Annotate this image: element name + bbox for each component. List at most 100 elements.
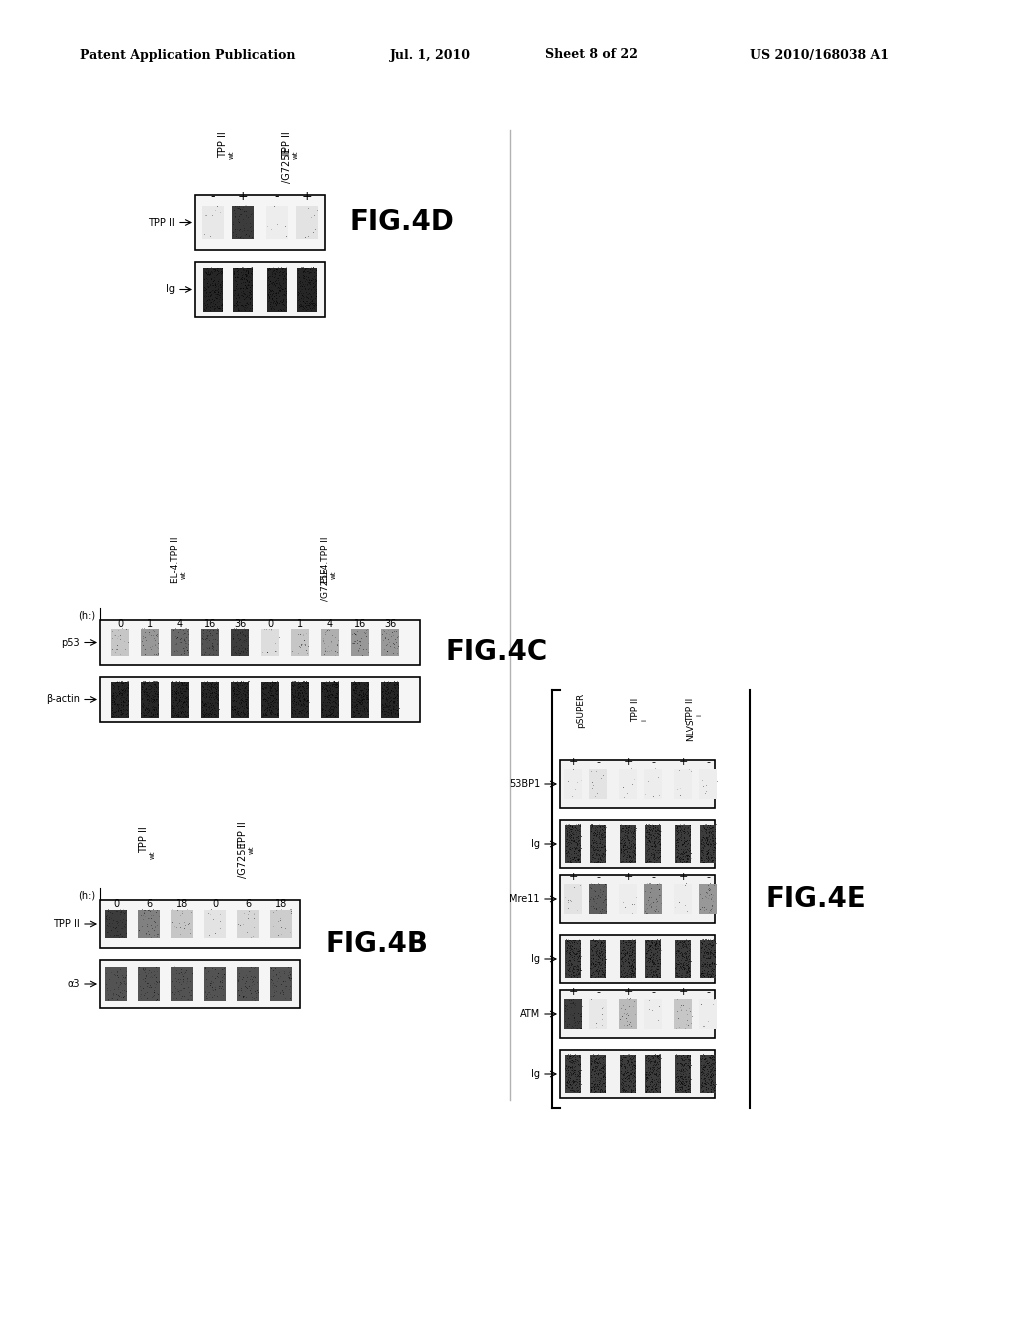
- Bar: [381, 681, 399, 718]
- Text: 6: 6: [245, 899, 251, 909]
- Bar: [100, 960, 300, 1008]
- Text: +: +: [568, 873, 578, 882]
- Text: Ig: Ig: [531, 1069, 540, 1078]
- Text: 1: 1: [297, 619, 303, 630]
- Text: EL-4.TPP II: EL-4.TPP II: [171, 537, 180, 583]
- Bar: [674, 999, 692, 1030]
- Text: -: -: [596, 987, 600, 997]
- Text: +: +: [238, 190, 248, 203]
- Text: Patent Application Publication: Patent Application Publication: [80, 49, 296, 62]
- Text: 18: 18: [176, 899, 188, 909]
- Text: +: +: [302, 190, 312, 203]
- Text: (h:): (h:): [78, 610, 95, 620]
- Bar: [291, 630, 309, 656]
- Bar: [589, 768, 607, 800]
- Text: Ig: Ig: [166, 285, 175, 294]
- Text: +: +: [624, 873, 633, 882]
- Bar: [201, 630, 219, 656]
- Bar: [589, 883, 607, 915]
- Text: 16: 16: [204, 619, 216, 630]
- Bar: [351, 630, 369, 656]
- Text: wt: wt: [181, 570, 187, 579]
- Text: Jul. 1, 2010: Jul. 1, 2010: [390, 49, 471, 62]
- Bar: [171, 630, 189, 656]
- Bar: [560, 935, 715, 983]
- Bar: [111, 681, 129, 718]
- Text: TPP II: TPP II: [631, 698, 640, 722]
- Text: wt: wt: [249, 846, 255, 854]
- Text: FIG.4D: FIG.4D: [350, 209, 455, 236]
- Bar: [700, 825, 716, 863]
- Text: 4: 4: [327, 619, 333, 630]
- Bar: [297, 268, 317, 312]
- Text: -: -: [651, 987, 655, 997]
- Text: Ig: Ig: [531, 840, 540, 849]
- Text: +: +: [624, 756, 633, 767]
- Bar: [700, 940, 716, 978]
- Bar: [296, 206, 318, 239]
- Text: +: +: [678, 987, 688, 997]
- Bar: [195, 261, 325, 317]
- Bar: [560, 990, 715, 1038]
- Bar: [203, 268, 223, 312]
- Text: /G725E: /G725E: [321, 569, 330, 602]
- Text: +: +: [624, 987, 633, 997]
- Text: wt: wt: [331, 570, 337, 579]
- Text: -: -: [706, 987, 710, 997]
- Bar: [237, 909, 259, 939]
- Text: 4: 4: [177, 619, 183, 630]
- Text: TPP II: TPP II: [139, 826, 150, 853]
- Bar: [261, 681, 279, 718]
- Bar: [620, 825, 636, 863]
- Text: i: i: [696, 714, 702, 715]
- Text: ATM: ATM: [520, 1008, 540, 1019]
- Text: 16: 16: [354, 619, 367, 630]
- Text: FIG.4B: FIG.4B: [325, 931, 428, 958]
- Text: -: -: [706, 873, 710, 882]
- Bar: [138, 909, 160, 939]
- Bar: [699, 999, 717, 1030]
- Bar: [111, 630, 129, 656]
- Bar: [266, 206, 288, 239]
- Bar: [644, 999, 662, 1030]
- Bar: [321, 681, 339, 718]
- Text: TPP II: TPP II: [218, 132, 228, 158]
- Bar: [675, 1055, 691, 1093]
- Bar: [674, 768, 692, 800]
- Bar: [141, 681, 159, 718]
- Text: +: +: [678, 873, 688, 882]
- Text: +: +: [568, 756, 578, 767]
- Text: 18: 18: [274, 899, 287, 909]
- Text: TPP II: TPP II: [238, 821, 248, 849]
- Bar: [237, 968, 259, 1001]
- Bar: [171, 909, 193, 939]
- Text: TPP II: TPP II: [686, 698, 695, 722]
- Bar: [231, 681, 249, 718]
- Text: 6: 6: [146, 899, 152, 909]
- Text: /G725E: /G725E: [282, 148, 292, 182]
- Bar: [351, 681, 369, 718]
- Bar: [618, 768, 637, 800]
- Bar: [195, 195, 325, 249]
- Bar: [590, 940, 606, 978]
- Bar: [138, 968, 160, 1001]
- Bar: [565, 825, 581, 863]
- Bar: [699, 883, 717, 915]
- Text: -: -: [274, 190, 280, 203]
- Bar: [565, 940, 581, 978]
- Bar: [589, 999, 607, 1030]
- Bar: [105, 968, 127, 1001]
- Bar: [204, 909, 226, 939]
- Bar: [618, 999, 637, 1030]
- Text: EL-4.TPP II: EL-4.TPP II: [321, 537, 330, 583]
- Text: -: -: [211, 190, 215, 203]
- Text: FIG.4C: FIG.4C: [445, 639, 547, 667]
- Text: 53BP1: 53BP1: [509, 779, 540, 789]
- Text: pSUPER: pSUPER: [575, 693, 585, 727]
- Bar: [560, 875, 715, 923]
- Text: TPP II: TPP II: [53, 919, 80, 929]
- Bar: [141, 630, 159, 656]
- Text: Ig: Ig: [531, 954, 540, 964]
- Text: TPP II: TPP II: [148, 218, 175, 227]
- Bar: [645, 1055, 662, 1093]
